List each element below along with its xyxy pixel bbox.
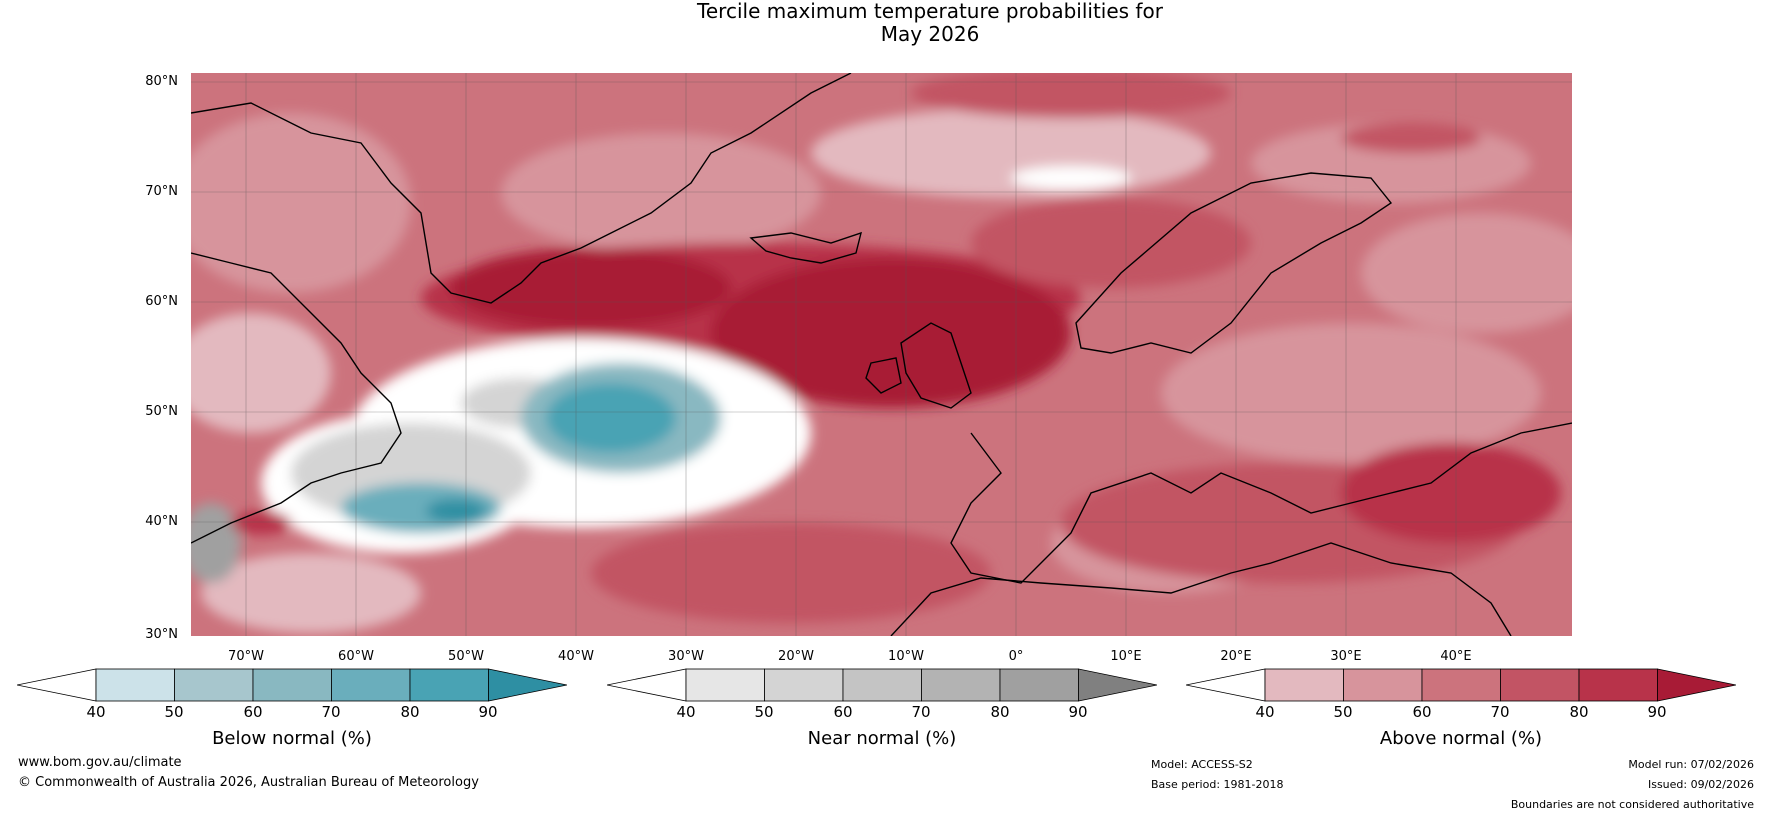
cbar-near-seg-1 xyxy=(685,668,765,702)
cbar-above-tick-60: 60 xyxy=(1412,703,1432,721)
cbar-below-seg-3 xyxy=(252,668,332,702)
cbar-above-tick-80: 80 xyxy=(1569,703,1589,721)
cbar-near-tick-50: 50 xyxy=(754,703,774,721)
map-panel xyxy=(191,73,1572,636)
probability-map xyxy=(191,73,1572,636)
cbar-near-tick-60: 60 xyxy=(833,703,853,721)
cbar-below-seg-5 xyxy=(409,668,489,702)
cbar-near-seg-low xyxy=(607,668,687,702)
cbar-below-tick-70: 70 xyxy=(321,703,341,721)
lat-label-60n: 60°N xyxy=(145,294,178,309)
lon-label-40w: 40°W xyxy=(558,649,594,664)
footer-issued: Issued: 09/02/2026 xyxy=(1647,778,1754,791)
cbar-above-tick-90: 90 xyxy=(1647,703,1667,721)
footer-copyright: © Commonwealth of Australia 2026, Austra… xyxy=(18,775,479,790)
colorbar-below-normal xyxy=(17,668,567,702)
cbar-below-title: Below normal (%) xyxy=(212,728,372,749)
cbar-above-seg-low xyxy=(1186,668,1266,702)
lon-label-30w: 30°W xyxy=(668,649,704,664)
map-title: Tercile maximum temperature probabilitie… xyxy=(0,0,1770,46)
lon-label-0: 0° xyxy=(1008,649,1024,664)
cbar-near-seg-3 xyxy=(842,668,922,702)
cbar-near-tick-80: 80 xyxy=(990,703,1010,721)
lon-label-30e: 30°E xyxy=(1330,649,1362,664)
cbar-below-seg-low xyxy=(17,668,97,702)
labrador-coast xyxy=(191,252,402,544)
lon-label-70w: 70°W xyxy=(228,649,264,664)
map-title-line2: May 2026 xyxy=(880,22,980,46)
cbar-below-tick-60: 60 xyxy=(243,703,263,721)
colorbar-above-normal xyxy=(1186,668,1736,702)
cbar-above-seg-high xyxy=(1657,668,1736,702)
map-title-line1: Tercile maximum temperature probabilitie… xyxy=(697,0,1163,23)
british-isles-coast xyxy=(865,322,972,409)
cbar-below-tick-90: 90 xyxy=(478,703,498,721)
cbar-near-seg-5 xyxy=(999,668,1079,702)
cbar-above-seg-3 xyxy=(1421,668,1501,702)
cbar-near-tick-90: 90 xyxy=(1068,703,1088,721)
cbar-below-tick-80: 80 xyxy=(400,703,420,721)
lon-label-50w: 50°W xyxy=(448,649,484,664)
lat-label-70n: 70°N xyxy=(145,184,178,199)
europe-coast xyxy=(950,422,1572,584)
coastlines xyxy=(191,73,1572,636)
iceland-coast xyxy=(749,231,862,264)
footer-model: Model: ACCESS-S2 xyxy=(1151,758,1253,771)
footer-disclaimer: Boundaries are not considered authoritat… xyxy=(1510,798,1754,811)
lat-label-30n: 30°N xyxy=(145,627,178,642)
cbar-above-tick-40: 40 xyxy=(1255,703,1275,721)
cbar-above-seg-2 xyxy=(1343,668,1423,702)
lon-label-10e: 10°E xyxy=(1110,649,1142,664)
cbar-above-title: Above normal (%) xyxy=(1379,728,1543,749)
cbar-near-seg-2 xyxy=(764,668,844,702)
greenland-coast xyxy=(191,73,852,304)
cbar-near-title: Near normal (%) xyxy=(807,728,957,749)
graticule xyxy=(191,73,1572,636)
footer-model-run: Model run: 07/02/2026 xyxy=(1628,758,1754,771)
footer-base-period: Base period: 1981-2018 xyxy=(1151,778,1284,791)
cbar-above-seg-1 xyxy=(1264,668,1344,702)
lon-label-10w: 10°W xyxy=(888,649,924,664)
cbar-below-seg-high xyxy=(488,668,567,702)
lat-label-50n: 50°N xyxy=(145,404,178,419)
cbar-below-tick-50: 50 xyxy=(164,703,184,721)
cbar-near-tick-40: 40 xyxy=(676,703,696,721)
colorbar-near-normal xyxy=(607,668,1157,702)
cbar-below-tick-40: 40 xyxy=(86,703,106,721)
scandinavia-coast xyxy=(1075,172,1393,354)
lon-label-40e: 40°E xyxy=(1440,649,1472,664)
cbar-near-tick-70: 70 xyxy=(911,703,931,721)
lon-label-20e: 20°E xyxy=(1220,649,1252,664)
lat-label-80n: 80°N xyxy=(145,74,178,89)
lat-label-40n: 40°N xyxy=(145,514,178,529)
footer-website: www.bom.gov.au/climate xyxy=(18,755,182,770)
cbar-above-tick-70: 70 xyxy=(1490,703,1510,721)
north-africa-coast xyxy=(890,542,1512,636)
cbar-below-seg-4 xyxy=(331,668,411,702)
cbar-below-seg-1 xyxy=(95,668,175,702)
probability-shading xyxy=(191,73,1572,633)
lon-label-20w: 20°W xyxy=(778,649,814,664)
cbar-near-seg-high xyxy=(1078,668,1157,702)
cbar-above-tick-50: 50 xyxy=(1333,703,1353,721)
cbar-above-seg-4 xyxy=(1500,668,1580,702)
cbar-below-seg-2 xyxy=(174,668,254,702)
lon-label-60w: 60°W xyxy=(338,649,374,664)
cbar-above-seg-5 xyxy=(1578,668,1658,702)
cbar-near-seg-4 xyxy=(921,668,1001,702)
